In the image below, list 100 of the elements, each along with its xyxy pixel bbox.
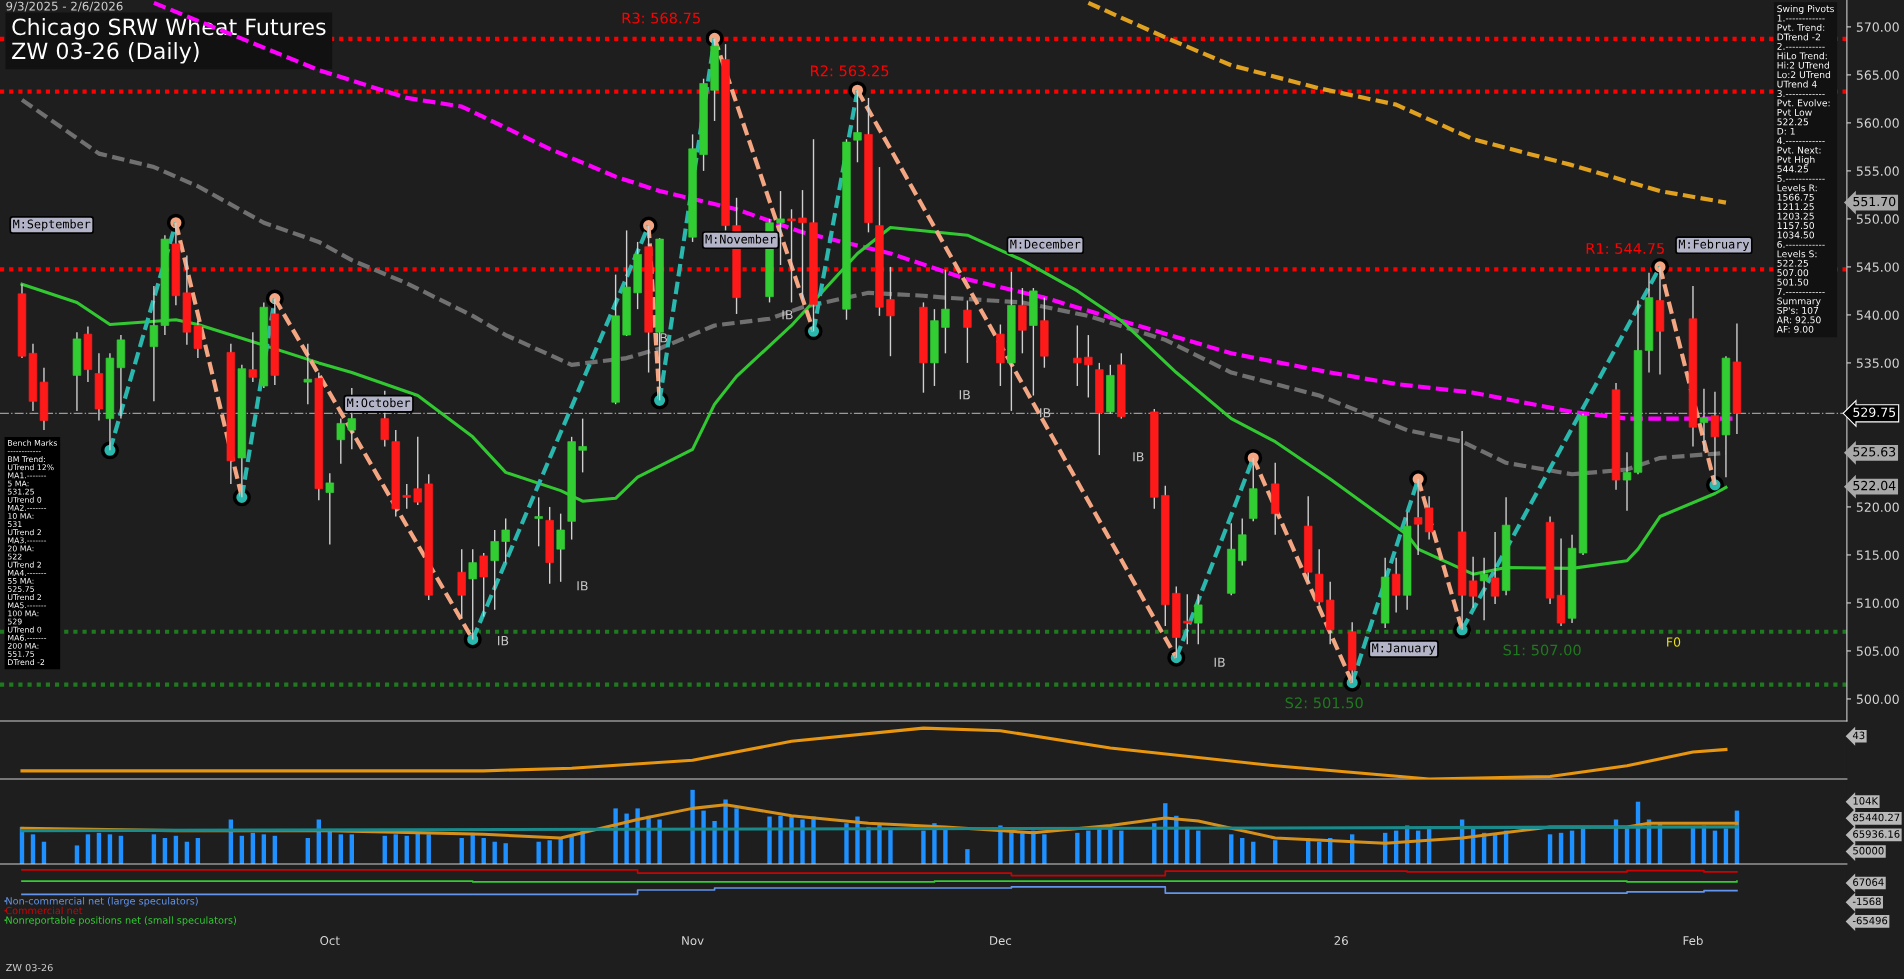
- candlestick: [149, 285, 159, 403]
- candlestick: [1183, 593, 1192, 645]
- annotation: F0: [1667, 637, 1681, 647]
- candlestick: [303, 343, 313, 405]
- candlestick: [490, 529, 499, 611]
- x-tick-label: Oct: [320, 936, 340, 946]
- candlestick: [479, 552, 488, 618]
- x-tick-label: Feb: [1683, 935, 1703, 946]
- candlestick: [1194, 593, 1203, 645]
- bar: [536, 841, 541, 864]
- bar: [503, 843, 508, 864]
- candlestick: [248, 331, 258, 383]
- ref-line-label: R1: 544.75: [1586, 243, 1664, 254]
- candlestick: [1699, 388, 1709, 452]
- text: 522.04: [1853, 480, 1896, 491]
- bar: [844, 823, 849, 864]
- candlestick: [556, 512, 565, 583]
- bar: [1723, 828, 1729, 864]
- ref-line-label: S1: 507.00: [1503, 644, 1581, 656]
- candlestick: [457, 548, 466, 619]
- text: 551.70: [1853, 196, 1896, 207]
- bar: [558, 837, 563, 864]
- y-tick-label: 500.00: [1856, 694, 1899, 704]
- text: 50000: [1853, 846, 1884, 855]
- y-tick-label: 565.00: [1856, 70, 1899, 80]
- candlestick: [501, 517, 510, 564]
- candlestick: [776, 190, 785, 266]
- annotation: M:September: [13, 219, 91, 231]
- y-tick-label: 555.00: [1856, 166, 1899, 176]
- ref-line-label: 529.75: [1853, 407, 1896, 417]
- candlestick: [193, 319, 203, 359]
- candlestick: [1073, 324, 1082, 387]
- candlestick: [1710, 391, 1720, 486]
- x-tick-label: 26: [1334, 936, 1348, 946]
- annotation: IB: [577, 581, 588, 591]
- candlestick: [798, 189, 807, 301]
- bar: [1075, 832, 1080, 864]
- text: 525.63: [1853, 446, 1896, 457]
- line-series: [1086, 0, 1729, 205]
- bar: [789, 816, 794, 864]
- annotation: M:October: [347, 398, 411, 408]
- text: Swing Pivots 1.------------ Pvt. Trend: DTrend -2 2.------------ HiLo Trend: Hi:2 UTrend Lo:2 UTrend UTrend 4 3.------------ Pvt. Evolve: Pvt Low 522.25 D: 1 4.------------ Pvt. Next: Pvt High 544.25 5.------------ Levels R: 1566.75 1211.25 1203.25 1157.50 1034.50 6.------------ Levels S: 522.25 507.00 501.50 7.------------ Summary SP's: 107 AR: 92.50 AF: 9.00: [1776, 5, 1834, 333]
- bar: [1020, 832, 1025, 864]
- annotation: M:January: [1372, 643, 1436, 655]
- text: 65936.16: [1853, 830, 1900, 838]
- text: 85440.27: [1853, 813, 1900, 822]
- annotation: M:November: [705, 234, 776, 244]
- annotation: IB: [1133, 452, 1144, 462]
- annotation: IB: [498, 636, 509, 646]
- bar: [888, 828, 893, 864]
- annotation: IB: [782, 310, 793, 320]
- candlestick: [787, 208, 796, 304]
- annotation: IB: [959, 390, 970, 400]
- candlestick: [941, 269, 950, 355]
- annotation: M:February: [1678, 239, 1749, 251]
- bar: [1097, 828, 1102, 864]
- candlestick: [1391, 557, 1401, 614]
- legend-label: Commercial net: [5, 906, 83, 915]
- candlestick: [336, 417, 345, 465]
- candlestick: [534, 496, 543, 547]
- bar: [1009, 830, 1014, 864]
- y-tick-label: 515.00: [1856, 550, 1899, 560]
- bar: [701, 810, 706, 864]
- text: 43: [1852, 731, 1865, 740]
- y-tick-label: 560.00: [1856, 118, 1899, 128]
- text: -65496: [1852, 916, 1888, 925]
- y-tick-label: 520.00: [1856, 502, 1899, 512]
- y-tick-label: 540.00: [1856, 310, 1899, 320]
- y-tick-label: 535.00: [1856, 358, 1899, 368]
- text: -1568: [1852, 897, 1881, 906]
- x-tick-label: Nov: [682, 936, 704, 946]
- bar: [580, 830, 585, 864]
- bar: [569, 835, 574, 864]
- text: 104K: [1853, 797, 1879, 805]
- candlestick: [1424, 495, 1434, 541]
- ref-line-label: R3: 568.75: [622, 12, 700, 24]
- candlestick: [1490, 531, 1500, 605]
- bar: [1119, 830, 1124, 864]
- text: ZW 03-26: [6, 963, 53, 972]
- bar: [712, 820, 717, 864]
- bar: [767, 816, 772, 864]
- legend-label: Non-commercial net (large speculators): [6, 897, 198, 907]
- bar: [800, 819, 805, 864]
- y-tick-label: 570.00: [1856, 22, 1899, 32]
- bar: [734, 808, 739, 864]
- candlestick: [886, 266, 895, 357]
- candlestick: [468, 548, 477, 641]
- bar: [1086, 830, 1091, 864]
- x-tick-label: Dec: [990, 936, 1012, 946]
- candlestick: [402, 483, 411, 510]
- annotation: IB: [1214, 657, 1225, 667]
- candlestick: [578, 417, 587, 474]
- candlestick: [853, 89, 862, 163]
- annotation: 9/3/2025 - 2/6/2026: [6, 1, 123, 12]
- bar: [613, 808, 618, 864]
- bar: [778, 815, 783, 864]
- y-tick-label: 545.00: [1856, 262, 1899, 272]
- candlestick: [325, 472, 334, 546]
- candlestick: [413, 436, 422, 506]
- bar: [965, 849, 970, 864]
